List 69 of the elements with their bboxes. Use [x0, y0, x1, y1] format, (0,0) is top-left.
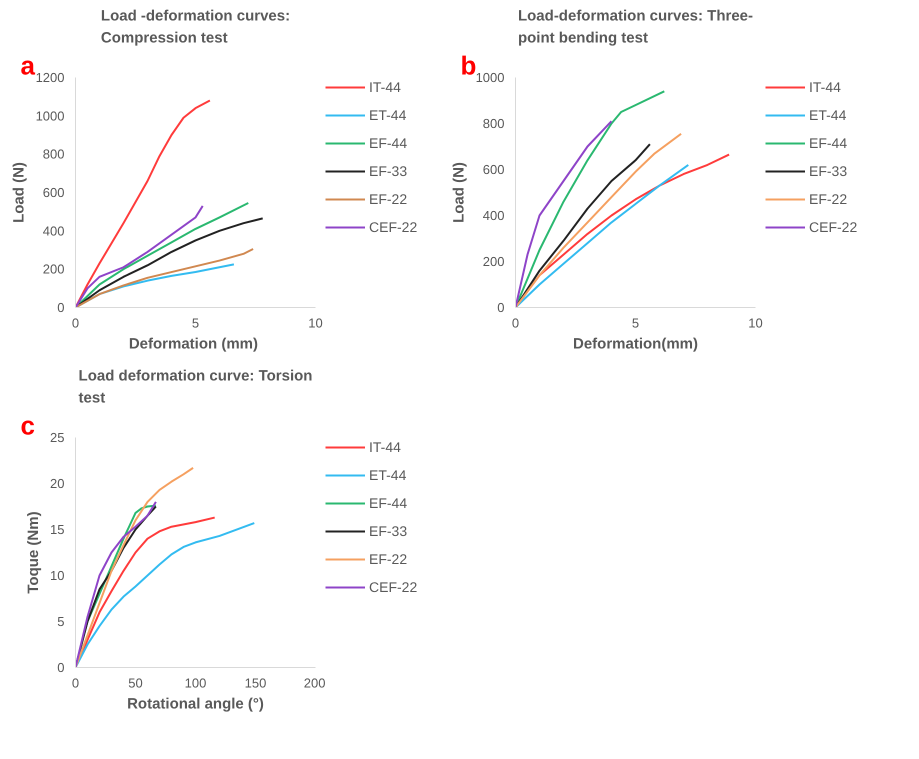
y-axis-title: Load (N) — [450, 162, 468, 223]
legend-label: EF-44 — [369, 135, 408, 151]
text: c — [20, 410, 35, 440]
x-axis-title: Deformation(mm) — [573, 336, 698, 352]
line-series — [76, 522, 256, 668]
y-tick-label: 1000 — [476, 70, 504, 85]
y-tick-label: 200 — [482, 254, 505, 269]
chart-title: Load -deformation curves: Compression test — [100, 7, 290, 46]
legend-label: CEF-22 — [369, 579, 418, 595]
chart-title: Load-deformation curves: Three- point bending test — [518, 7, 754, 46]
legend-label: ET-44 — [809, 107, 846, 123]
x-axis-title: Deformation (mm) — [128, 336, 258, 352]
x-tick-label: 10 — [748, 316, 763, 330]
y-tick-label: 600 — [482, 162, 505, 177]
y-axis-title: Load (N) — [10, 162, 28, 223]
line-series — [76, 217, 264, 308]
x-axis-title: Rotational angle (°) — [127, 696, 264, 712]
legend-label: EF-33 — [369, 523, 408, 539]
line-series — [76, 248, 254, 308]
legend-label: IT-44 — [369, 79, 401, 95]
legend-label: ET-44 — [369, 467, 406, 483]
y-tick-label: 1200 — [36, 70, 64, 85]
y-tick-label: 600 — [42, 185, 65, 200]
text: b — [460, 50, 476, 80]
line-series — [516, 164, 690, 308]
line-series — [516, 120, 612, 308]
x-tick-label: 5 — [192, 316, 200, 330]
x-tick-label: 50 — [128, 676, 143, 690]
y-tick-label: 15 — [50, 522, 65, 537]
y-tick-label: 0 — [57, 660, 65, 675]
y-tick-label: 800 — [42, 146, 65, 162]
legend-label: IT-44 — [809, 79, 841, 95]
x-tick-label: 200 — [304, 676, 326, 690]
y-tick-label: 400 — [42, 223, 65, 238]
legend-label: EF-33 — [809, 163, 848, 179]
line-series — [516, 132, 682, 308]
legend-label: EF-22 — [809, 191, 848, 207]
legend-label: CEF-22 — [369, 219, 418, 235]
line-series — [76, 204, 204, 308]
x-tick-label: 100 — [184, 676, 206, 690]
legend-label: EF-22 — [369, 191, 408, 207]
y-tick-label: 400 — [482, 208, 505, 223]
x-tick-label: 5 — [632, 316, 640, 330]
legend-label: EF-44 — [809, 135, 848, 151]
legend-label: EF-44 — [369, 495, 408, 511]
chart-title: Load deformation curve: Torsion test — [78, 367, 312, 406]
y-tick-label: 0 — [57, 300, 65, 315]
y-tick-label: 10 — [50, 568, 65, 583]
legend-label: CEF-22 — [809, 219, 858, 235]
y-tick-label: 5 — [57, 614, 65, 629]
x-tick-label: 0 — [72, 316, 80, 330]
legend-label: EF-33 — [369, 163, 408, 179]
text: a — [20, 50, 36, 80]
legend-label: ET-44 — [369, 107, 406, 123]
x-tick-label: 0 — [512, 316, 520, 330]
y-tick-label: 1000 — [36, 108, 64, 124]
y-tick-label: 20 — [50, 476, 65, 491]
line-series — [76, 466, 194, 668]
x-tick-label: 10 — [308, 316, 323, 330]
y-tick-label: 25 — [50, 430, 65, 445]
legend-label: IT-44 — [369, 439, 401, 455]
y-tick-label: 200 — [42, 262, 65, 277]
x-tick-label: 0 — [72, 676, 80, 690]
line-series — [76, 100, 211, 308]
legend-label: EF-22 — [369, 551, 408, 567]
y-tick-label: 0 — [497, 300, 505, 315]
y-tick-label: 800 — [482, 116, 505, 131]
y-axis-title: Toque (Nm) — [25, 511, 42, 594]
x-tick-label: 150 — [244, 676, 266, 690]
